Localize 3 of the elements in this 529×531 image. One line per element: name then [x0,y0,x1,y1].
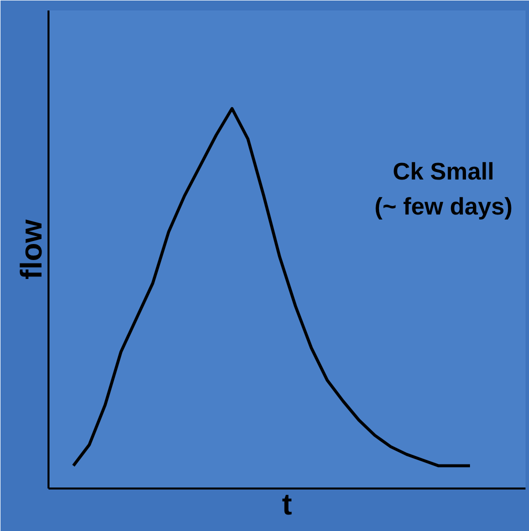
x-axis-title: t [282,488,292,522]
y-axis-title: flow [16,218,48,280]
annotation: Ck Small (~ few days) [374,158,513,221]
